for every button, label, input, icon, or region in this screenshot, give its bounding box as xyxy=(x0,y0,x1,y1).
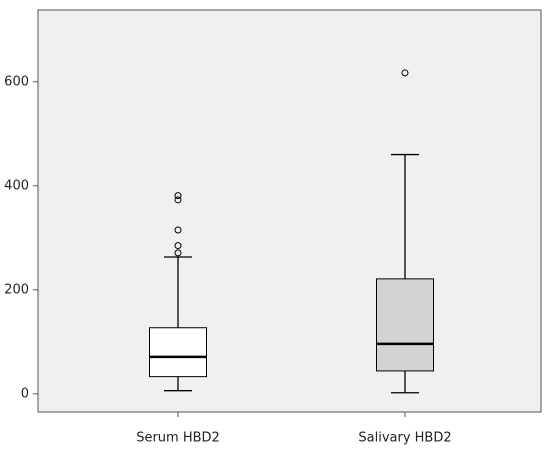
outlier xyxy=(174,192,182,200)
box xyxy=(376,278,434,372)
outlier xyxy=(174,242,182,250)
outlier xyxy=(174,196,182,204)
y-tick-label: 0 xyxy=(21,386,29,401)
outlier xyxy=(174,249,182,257)
y-tick-label: 200 xyxy=(4,282,29,297)
outlier xyxy=(401,69,409,77)
plot-area xyxy=(37,9,542,413)
x-tick-label: Salivary HBD2 xyxy=(358,431,451,446)
outlier xyxy=(174,226,182,234)
box xyxy=(149,327,207,378)
x-tick-label: Serum HBD2 xyxy=(136,431,220,446)
y-tick-label: 600 xyxy=(4,74,29,89)
y-tick-label: 400 xyxy=(4,178,29,193)
